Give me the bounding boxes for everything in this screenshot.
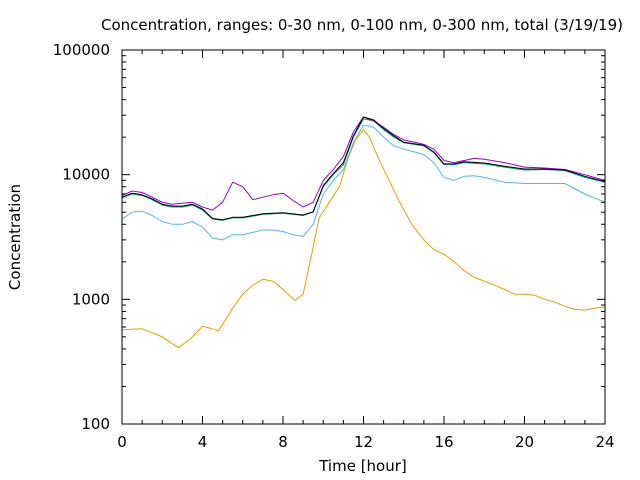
y-tick-label: 10000 — [62, 166, 110, 184]
x-tick-label: 4 — [198, 433, 208, 451]
x-tick-label: 12 — [354, 433, 373, 451]
x-axis-label: Time [hour] — [318, 457, 407, 475]
series-line-1 — [121, 129, 606, 349]
chart-title: Concentration, ranges: 0-30 nm, 0-100 nm… — [101, 16, 623, 34]
y-tick-label: 100000 — [53, 41, 110, 59]
y-axis-label: Concentration — [6, 184, 24, 290]
x-tick-label: 16 — [434, 433, 453, 451]
series-group — [121, 116, 606, 349]
y-tick-label: 1000 — [72, 290, 110, 308]
series-line-3 — [121, 118, 606, 221]
x-tick-label: 8 — [278, 433, 288, 451]
series-line-4 — [121, 116, 606, 211]
series-line-5 — [121, 116, 606, 221]
x-tick-label: 24 — [595, 433, 614, 451]
plot-frame — [121, 49, 606, 425]
axis-ticks: 0 4 8 12 16 20 24 100 1000 10000 100000 — [53, 41, 615, 451]
series-line-2 — [121, 124, 606, 241]
x-tick-label: 20 — [515, 433, 534, 451]
y-tick-label: 100 — [81, 415, 110, 433]
x-tick-label: 0 — [117, 433, 127, 451]
